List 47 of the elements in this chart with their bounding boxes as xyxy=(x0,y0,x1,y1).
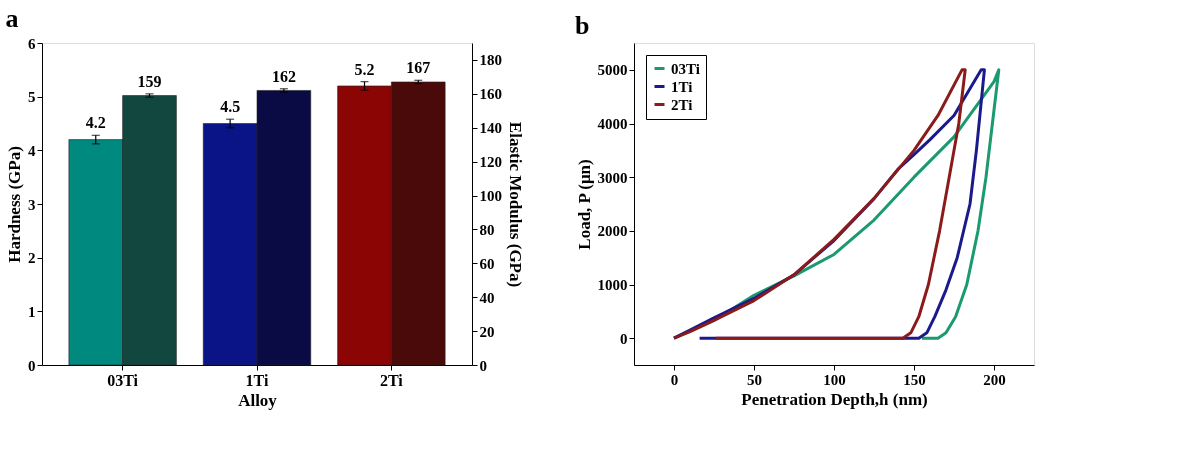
x-tick-label: 50 xyxy=(747,371,762,388)
x-tick-label: 150 xyxy=(903,371,926,388)
y2-tick-label: 40 xyxy=(479,289,495,306)
y-tick-label: 6 xyxy=(28,35,36,52)
y2-tick-label: 160 xyxy=(479,86,502,103)
y2-tick-label: 100 xyxy=(479,188,502,205)
x-axis-title: Alloy xyxy=(238,390,278,410)
y2-tick-label: 120 xyxy=(479,154,502,171)
data-label: 4.2 xyxy=(85,114,106,132)
y-tick-label: 2000 xyxy=(597,223,628,240)
x-tick-label: 1Ti xyxy=(245,371,269,389)
legend-label: 1Ti xyxy=(671,78,693,95)
y-axis-title: Load, P (μn) xyxy=(574,159,594,250)
y-tick-label: 1 xyxy=(28,303,36,320)
y2-tick-label: 180 xyxy=(479,52,502,69)
y-tick-label: 3 xyxy=(28,196,36,213)
data-label: 162 xyxy=(271,67,296,85)
y-tick-label: 5 xyxy=(28,89,36,106)
y2-axis-title: Elastic Modulus (GPa) xyxy=(506,121,525,288)
y-tick-label: 1000 xyxy=(597,277,628,293)
y2-tick-label: 60 xyxy=(479,255,495,272)
legend-label: 03Ti xyxy=(671,60,700,77)
y-tick-label: 3000 xyxy=(597,169,628,186)
x-tick-label: 0 xyxy=(670,371,679,388)
y-axis-title: Hardness (GPa) xyxy=(5,146,24,263)
y2-tick-label: 140 xyxy=(479,120,502,137)
x-axis-title: Penetration Depth,h (nm) xyxy=(741,389,928,409)
y2-tick-label: 0 xyxy=(479,357,487,374)
data-label: 159 xyxy=(137,72,162,90)
y-tick-label: 0 xyxy=(28,357,36,374)
data-label: 4.5 xyxy=(220,98,241,116)
data-label: 5.2 xyxy=(354,60,375,78)
legend-label: 2Ti xyxy=(671,96,693,113)
chart-title: b xyxy=(575,11,590,40)
y-tick-label: 0 xyxy=(620,330,628,347)
chart-title: a xyxy=(5,4,19,33)
y-tick-label: 4 xyxy=(28,142,36,159)
x-tick-label: 100 xyxy=(823,371,846,388)
x-tick-label: 200 xyxy=(983,371,1006,388)
y2-tick-label: 20 xyxy=(479,323,495,340)
x-tick-label: 03Ti xyxy=(107,371,139,389)
y-tick-label: 4000 xyxy=(597,116,628,132)
y-tick-label: 5000 xyxy=(597,62,628,79)
data-label: 167 xyxy=(406,59,431,77)
y2-tick-label: 80 xyxy=(479,221,495,238)
x-tick-label: 2Ti xyxy=(379,371,404,389)
y-tick-label: 2 xyxy=(28,250,36,267)
